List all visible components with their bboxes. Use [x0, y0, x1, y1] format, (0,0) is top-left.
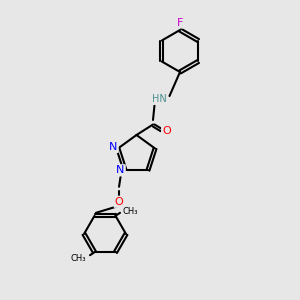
Text: N: N — [116, 165, 125, 175]
Text: HN: HN — [152, 94, 166, 104]
Text: CH₃: CH₃ — [70, 254, 86, 263]
Text: O: O — [162, 125, 171, 136]
Text: N: N — [109, 142, 118, 152]
Text: CH₃: CH₃ — [123, 207, 139, 216]
Text: F: F — [177, 17, 183, 28]
Text: O: O — [115, 197, 123, 207]
